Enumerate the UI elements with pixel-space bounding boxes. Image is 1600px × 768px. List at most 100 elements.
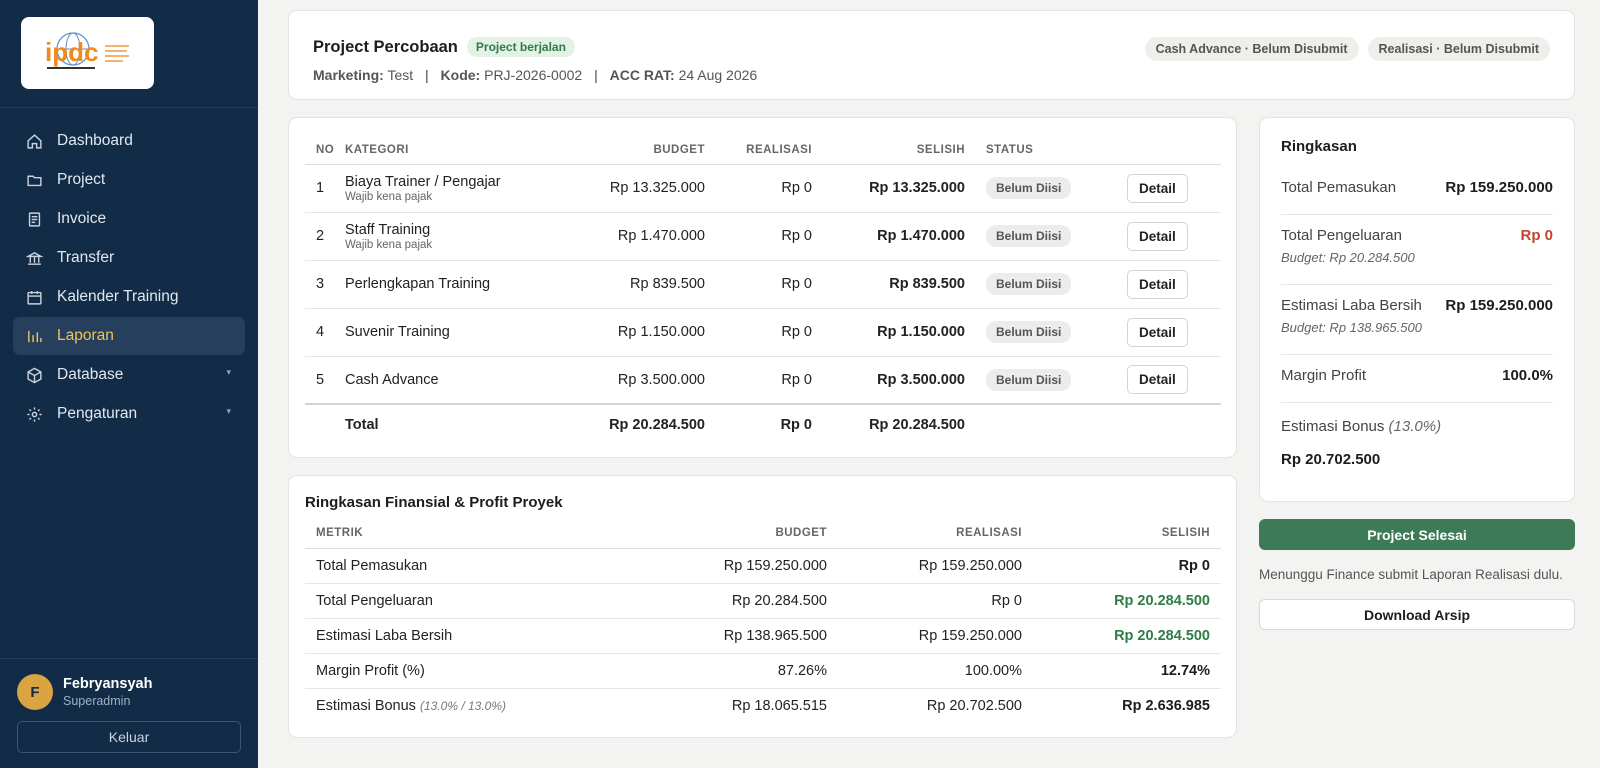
column-header: NO xyxy=(305,136,345,165)
summary-label: Total Pengeluaran xyxy=(1281,227,1402,244)
sidebar: ipdc Dashboard Project Invoice Transfer xyxy=(0,0,258,768)
total-selisih: Rp 20.284.500 xyxy=(812,403,965,444)
company-logo[interactable]: ipdc xyxy=(21,17,154,89)
sidebar-item-transfer[interactable]: Transfer xyxy=(13,239,245,277)
empty-cell xyxy=(305,403,345,444)
download-archive-button[interactable]: Download Arsip xyxy=(1259,599,1575,630)
selisih-cell: Rp 1.150.000 xyxy=(812,308,965,357)
kode-value: PRJ-2026-0002 xyxy=(484,67,583,83)
total-row: Total Rp 20.284.500 Rp 0 Rp 20.284.500 xyxy=(305,403,1221,444)
sidebar-item-laporan[interactable]: Laporan xyxy=(13,317,245,355)
sidebar-divider xyxy=(0,107,258,108)
row-number: 3 xyxy=(305,260,345,309)
table-row: Margin Profit (%) 87.26% 100.00% 12.74% xyxy=(305,653,1221,689)
category-name: Staff Training xyxy=(345,221,431,238)
detail-button[interactable]: Detail xyxy=(1127,173,1188,203)
sidebar-item-dashboard[interactable]: Dashboard xyxy=(13,122,245,160)
svg-text:ipdc: ipdc xyxy=(45,37,98,67)
column-header: REALISASI xyxy=(705,136,812,165)
sidebar-item-database[interactable]: Database ▾ xyxy=(13,356,245,394)
table-row: 4 Suvenir Training Rp 1.150.000 Rp 0 Rp … xyxy=(305,308,1221,357)
budget-cell: Rp 159.250.000 xyxy=(625,548,827,584)
action-cell: Detail xyxy=(1097,212,1221,261)
sidebar-item-invoice[interactable]: Invoice xyxy=(13,200,245,238)
summary-pemasukan: Total Pemasukan Rp 159.250.000 xyxy=(1281,179,1553,196)
realisasi-cell: Rp 0 xyxy=(705,260,812,309)
financial-table: METRIK BUDGET REALISASI SELISIH Total Pe… xyxy=(305,518,1221,723)
status-cell: Belum Diisi xyxy=(965,356,1097,405)
status-badge: Belum Diisi xyxy=(986,225,1072,247)
sidebar-item-label: Project xyxy=(57,171,106,188)
sidebar-item-pengaturan[interactable]: Pengaturan ▾ xyxy=(13,395,245,433)
summary-title: Ringkasan xyxy=(1281,138,1357,155)
project-header: Project Percobaan Project berjalan Marke… xyxy=(288,10,1575,100)
realisasi-cell: Rp 0 xyxy=(827,583,1022,619)
bonus-value: Rp 20.702.500 xyxy=(1281,451,1381,468)
project-finish-button[interactable]: Project Selesai xyxy=(1259,519,1575,550)
metric-cell: Total Pemasukan xyxy=(305,548,625,584)
action-cell: Detail xyxy=(1097,164,1221,213)
chevron-down-icon: ▾ xyxy=(226,406,231,416)
detail-button[interactable]: Detail xyxy=(1127,365,1188,395)
row-number: 5 xyxy=(305,356,345,405)
selisih-cell: Rp 13.325.000 xyxy=(812,164,965,213)
sidebar-item-label: Kalender Training xyxy=(57,288,179,305)
separator: | xyxy=(594,67,598,83)
sidebar-item-project[interactable]: Project xyxy=(13,161,245,199)
column-header: REALISASI xyxy=(827,518,1022,549)
selisih-cell: Rp 2.636.985 xyxy=(1122,697,1210,714)
budget-card: NO KATEGORI BUDGET REALISASI SELISIH STA… xyxy=(288,117,1237,458)
section-title: Ringkasan Finansial & Profit Proyek xyxy=(305,494,563,511)
detail-button[interactable]: Detail xyxy=(1127,317,1188,347)
marketing-value: Test xyxy=(387,67,414,83)
summary-laba: Estimasi Laba Bersih Rp 159.250.000 Budg… xyxy=(1281,297,1553,335)
acc-label: ACC RAT: xyxy=(609,67,675,83)
status-cell: Belum Diisi xyxy=(965,260,1097,309)
row-number: 1 xyxy=(305,164,345,213)
sidebar-item-label: Invoice xyxy=(57,210,107,227)
project-meta: Marketing: Test | Kode: PRJ-2026-0002 | … xyxy=(313,67,757,83)
summary-note: Budget: Rp 20.284.500 xyxy=(1281,250,1415,265)
detail-button[interactable]: Detail xyxy=(1127,221,1188,251)
table-row: 3 Perlengkapan Training Rp 839.500 Rp 0 … xyxy=(305,260,1221,309)
category-name: Biaya Trainer / Pengajar xyxy=(345,173,501,190)
total-label: Total xyxy=(345,403,545,444)
total-realisasi: Rp 0 xyxy=(705,403,812,444)
summary-margin: Margin Profit 100.0% xyxy=(1281,367,1553,384)
table-row: Estimasi Bonus (13.0% / 13.0%) Rp 18.065.… xyxy=(305,688,1221,723)
budget-cell: Rp 3.500.000 xyxy=(545,356,705,405)
marketing-label: Marketing: xyxy=(313,67,384,83)
bonus-label: Estimasi Bonus (13.0%) xyxy=(1281,418,1441,435)
logout-button[interactable]: Keluar xyxy=(17,721,241,753)
sidebar-item-label: Dashboard xyxy=(57,132,133,149)
category-name: Perlengkapan Training xyxy=(345,276,491,292)
chevron-down-icon: ▾ xyxy=(226,367,231,377)
summary-note: Budget: Rp 138.965.500 xyxy=(1281,320,1422,335)
summary-value: Rp 159.250.000 xyxy=(1445,297,1553,314)
sidebar-item-label: Database xyxy=(57,366,124,383)
summary-label: Total Pemasukan xyxy=(1281,179,1397,196)
detail-button[interactable]: Detail xyxy=(1127,269,1188,299)
column-header: STATUS xyxy=(965,136,1097,165)
folder-icon xyxy=(26,172,43,189)
selisih-cell: Rp 1.470.000 xyxy=(812,212,965,261)
sidebar-item-label: Pengaturan xyxy=(57,405,138,422)
table-row: 5 Cash Advance Rp 3.500.000 Rp 0 Rp 3.50… xyxy=(305,356,1221,405)
column-header: BUDGET xyxy=(625,518,827,549)
table-row: Estimasi Laba Bersih Rp 138.965.500 Rp 15… xyxy=(305,618,1221,654)
budget-cell: Rp 20.284.500 xyxy=(625,583,827,619)
summary-pengeluaran: Total Pengeluaran Rp 0 Budget: Rp 20.284… xyxy=(1281,227,1553,265)
metric-note: (13.0% / 13.0%) xyxy=(419,698,507,713)
status-cell: Belum Diisi xyxy=(965,212,1097,261)
realisasi-cell: 100.00% xyxy=(827,653,1022,689)
status-cell: Belum Diisi xyxy=(965,164,1097,213)
budget-cell: Rp 1.150.000 xyxy=(545,308,705,357)
category-note: Wajib kena pajak xyxy=(345,190,433,203)
sidebar-item-kalender-training[interactable]: Kalender Training xyxy=(13,278,245,316)
summary-value: Rp 159.250.000 xyxy=(1445,179,1553,196)
summary-label: Estimasi Laba Bersih xyxy=(1281,297,1422,314)
document-icon xyxy=(26,211,43,228)
status-badge: Belum Diisi xyxy=(986,177,1072,199)
realisasi-cell: Rp 0 xyxy=(705,308,812,357)
page-title: Project Percobaan xyxy=(313,37,458,56)
